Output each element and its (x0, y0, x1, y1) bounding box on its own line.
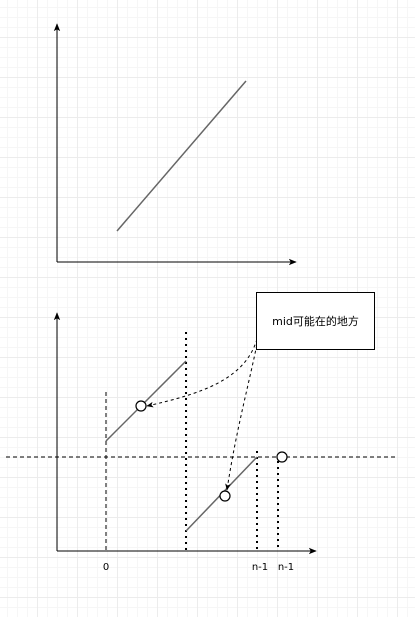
mid-marker-lower (219, 490, 231, 502)
bottom-chart: 0 n-1 n-1 (6, 312, 395, 573)
mid-annotation-box: mid可能在的地方 (256, 292, 375, 350)
mid-marker-upper (135, 400, 147, 412)
top-chart (53, 23, 297, 266)
arrow-to-upper-mid (146, 338, 258, 408)
x-label-n-minus-1-b: n-1 (278, 562, 294, 573)
open-end-marker (276, 451, 288, 463)
x-label-zero: 0 (103, 562, 109, 573)
upper-segment (105, 360, 187, 442)
top-sorted-line (116, 80, 247, 232)
arrow-to-lower-mid (225, 338, 259, 491)
mid-annotation-text: mid可能在的地方 (272, 315, 359, 328)
x-label-n-minus-1-a: n-1 (252, 562, 268, 573)
